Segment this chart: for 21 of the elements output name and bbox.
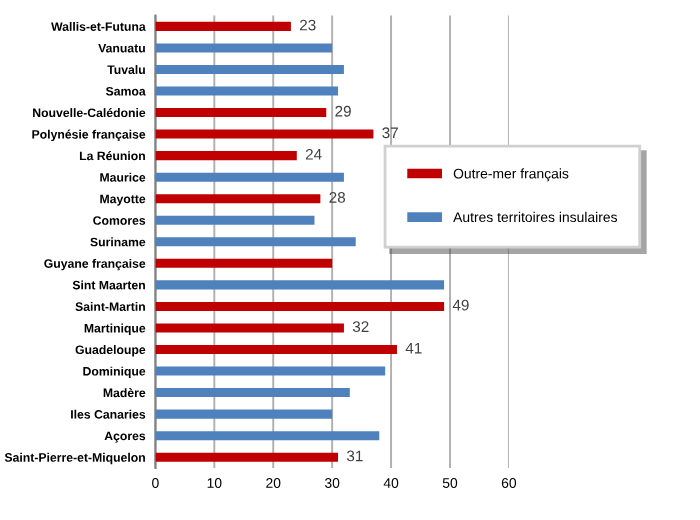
bar — [155, 86, 339, 96]
bar — [155, 151, 297, 161]
bar — [155, 129, 374, 139]
bar — [155, 388, 350, 398]
bar — [155, 409, 333, 419]
bar — [155, 21, 291, 31]
bar — [155, 344, 397, 355]
bar — [155, 194, 321, 204]
bar — [155, 64, 344, 74]
bar — [155, 172, 344, 182]
bar — [155, 431, 380, 441]
bar — [155, 452, 339, 462]
bar — [155, 215, 315, 225]
bar — [155, 323, 344, 333]
bar — [155, 108, 327, 118]
bar — [155, 258, 333, 268]
bar — [155, 301, 445, 311]
bar — [155, 237, 356, 247]
bar — [155, 366, 386, 376]
bar — [155, 43, 333, 53]
bar — [155, 280, 445, 290]
